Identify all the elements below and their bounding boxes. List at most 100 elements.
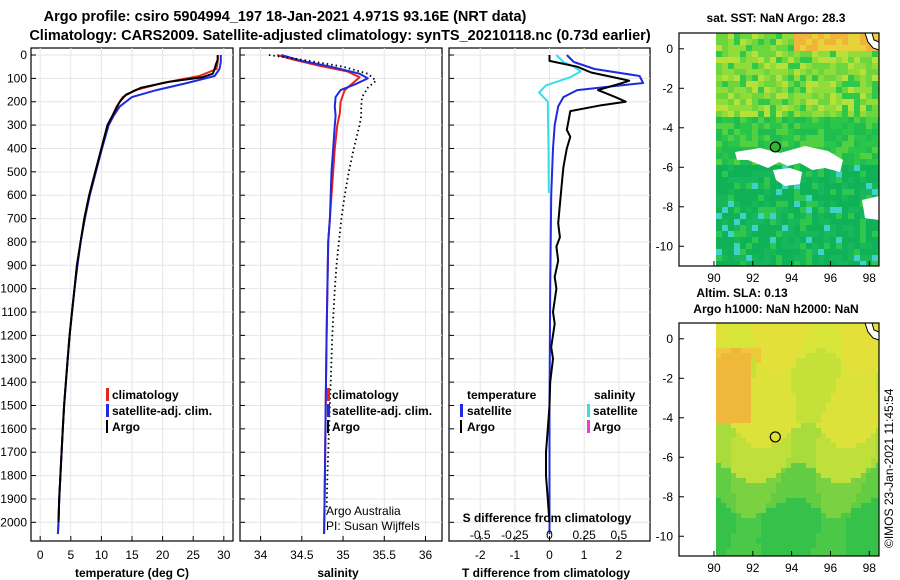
sla-cell xyxy=(866,443,871,448)
sla-cell xyxy=(716,528,721,533)
sst-cell xyxy=(722,147,728,153)
sst-cell xyxy=(866,123,872,129)
sla-cell xyxy=(741,548,746,553)
sla-cell xyxy=(716,438,721,443)
depth-tick-label: 200 xyxy=(7,95,27,109)
sst-cell xyxy=(872,69,878,75)
sst-cell xyxy=(752,129,758,135)
sst-cell xyxy=(806,117,812,123)
sst-cell xyxy=(830,33,836,39)
sla-cell xyxy=(791,498,796,503)
sla-cell xyxy=(841,468,846,473)
sst-cell xyxy=(728,123,734,129)
sla-cell xyxy=(741,473,746,478)
sst-cell xyxy=(764,195,770,201)
sla-cell xyxy=(821,383,826,388)
sst-cell xyxy=(830,231,836,237)
sst-cell xyxy=(788,225,794,231)
depth-tick-label: 0 xyxy=(20,48,27,62)
sla-cell xyxy=(871,443,876,448)
sla-cell xyxy=(736,473,741,478)
sst-cell xyxy=(836,105,842,111)
sla-cell xyxy=(836,408,841,413)
sst-cell xyxy=(818,141,824,147)
sla-cell xyxy=(816,463,821,468)
sla-cell xyxy=(796,548,801,553)
sst-cell xyxy=(788,57,794,63)
sst-cell xyxy=(872,189,878,195)
sst-cell xyxy=(788,219,794,225)
sla-cell xyxy=(821,483,826,488)
sst-cell xyxy=(782,105,788,111)
legend-climatology: climatology xyxy=(112,388,179,402)
sla-cell xyxy=(741,553,746,556)
sst-cell xyxy=(764,81,770,87)
sla-cell xyxy=(741,463,746,468)
sla-cell xyxy=(851,383,856,388)
sst-cell xyxy=(794,237,800,243)
sla-cell xyxy=(761,358,766,363)
sla-cell xyxy=(776,453,781,458)
sst-cell xyxy=(824,225,830,231)
sst-cell xyxy=(824,51,830,57)
sla-cell xyxy=(776,523,781,528)
sst-cell xyxy=(794,45,800,51)
sst-cell xyxy=(866,159,872,165)
sst-cell xyxy=(848,165,854,171)
sla-cell xyxy=(876,533,879,538)
sla-cell xyxy=(801,433,806,438)
sst-cell xyxy=(860,135,866,141)
sst-cell xyxy=(812,261,818,266)
sla-cell xyxy=(786,523,791,528)
difference-lines xyxy=(538,54,645,534)
sla-cell xyxy=(856,488,861,493)
sla-cell xyxy=(856,363,861,368)
sla-cell xyxy=(846,533,851,538)
sla-cell xyxy=(731,418,736,423)
sla-cell xyxy=(841,433,846,438)
sla-cell xyxy=(761,523,766,528)
sla-cell xyxy=(796,543,801,548)
sst-cell xyxy=(818,45,824,51)
sla-cell xyxy=(876,428,879,433)
sla-cell xyxy=(771,533,776,538)
sla-cell xyxy=(811,343,816,348)
sla-cell xyxy=(761,423,766,428)
sla-cell xyxy=(756,553,761,556)
sst-cell xyxy=(776,255,782,261)
sla-cell xyxy=(821,403,826,408)
sst-cell xyxy=(782,207,788,213)
sla-cell xyxy=(771,418,776,423)
sla-cell xyxy=(826,378,831,383)
sla-cell xyxy=(796,438,801,443)
sla-cell xyxy=(861,508,866,513)
sla-cell xyxy=(746,328,751,333)
sst-cell xyxy=(854,45,860,51)
sst-cell xyxy=(788,195,794,201)
sla-cell xyxy=(751,403,756,408)
sla-cell xyxy=(806,443,811,448)
sla-cell xyxy=(856,493,861,498)
sst-cell xyxy=(722,75,728,81)
sst-cell xyxy=(812,33,818,39)
sst-cell xyxy=(734,87,740,93)
sla-cell xyxy=(781,518,786,523)
sla-cell xyxy=(721,458,726,463)
sst-cell xyxy=(830,201,836,207)
sla-cell xyxy=(791,428,796,433)
sla-cell xyxy=(836,518,841,523)
sla-cell xyxy=(746,513,751,518)
sla-cell xyxy=(746,533,751,538)
sst-cell xyxy=(854,147,860,153)
sst-cell xyxy=(734,207,740,213)
sst-cell xyxy=(746,129,752,135)
sla-cell xyxy=(716,413,721,418)
sla-cell xyxy=(861,348,866,353)
sla-cell xyxy=(846,453,851,458)
sla-cell xyxy=(876,513,879,518)
sst-cell xyxy=(866,99,872,105)
sla-cell xyxy=(846,363,851,368)
sla-cell xyxy=(871,323,876,328)
sst-cell xyxy=(812,129,818,135)
